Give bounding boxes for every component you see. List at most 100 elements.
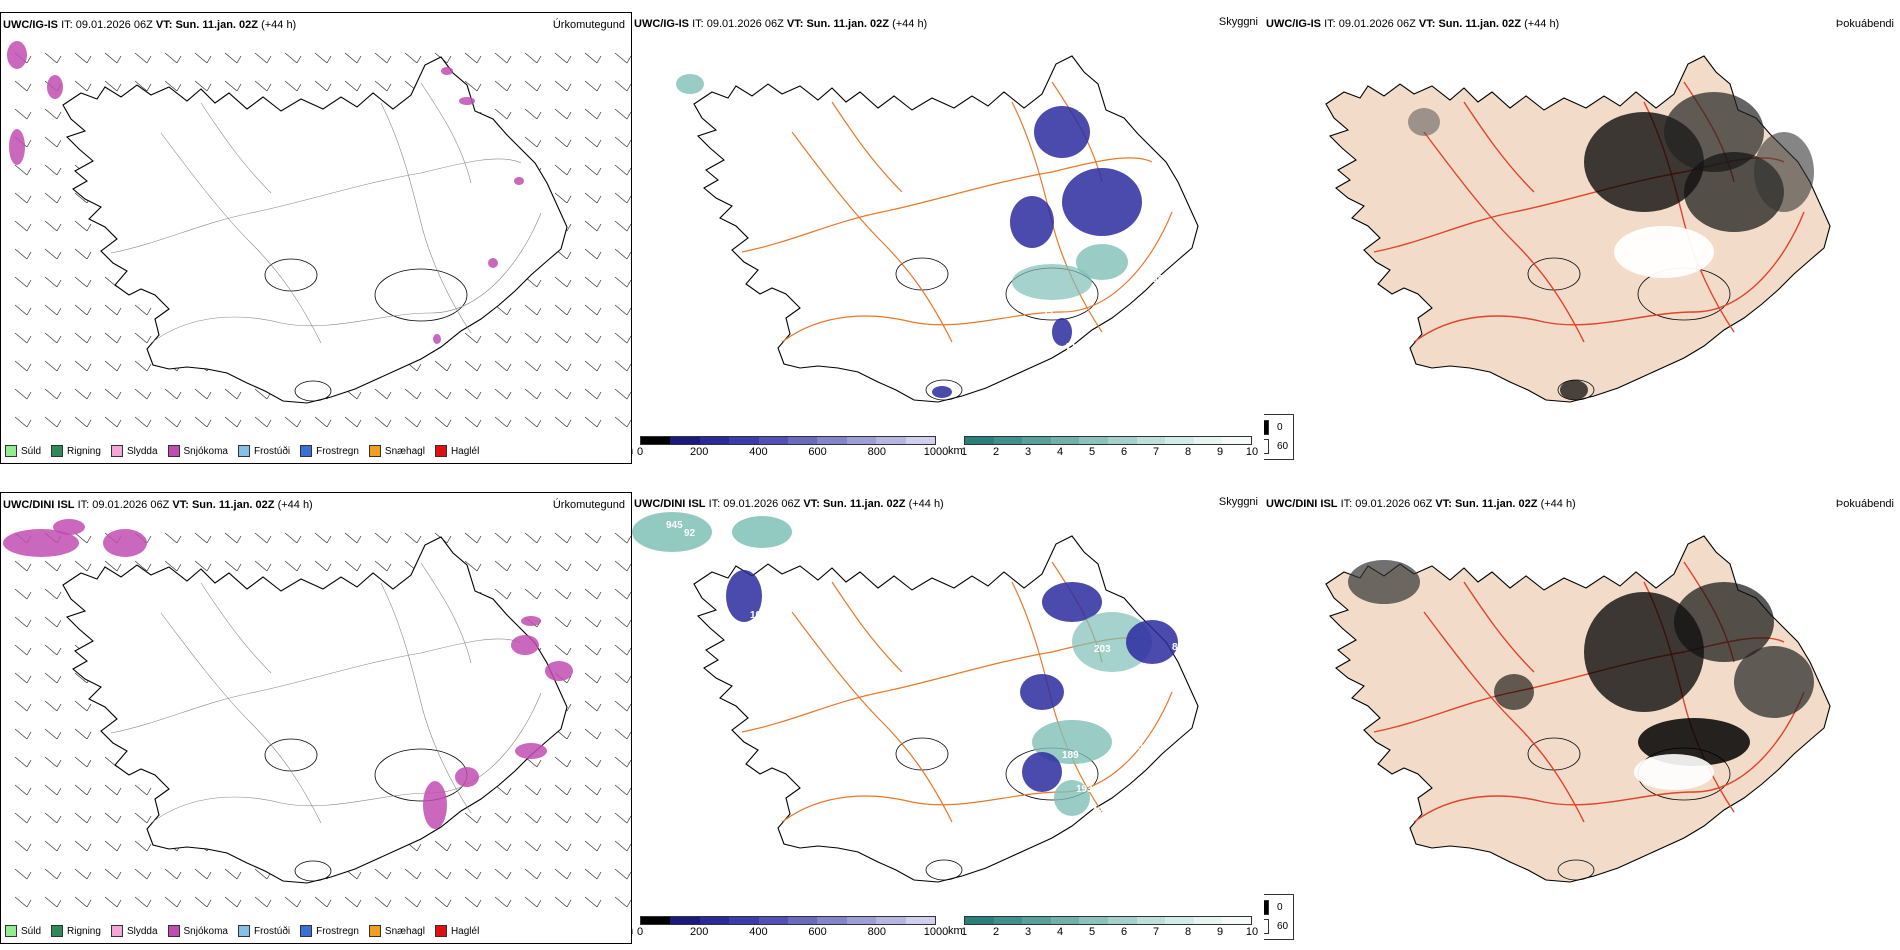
precip-area — [1076, 244, 1128, 280]
wind-barb — [14, 672, 32, 684]
wind-barb — [74, 896, 92, 908]
wind-barb — [584, 388, 602, 400]
precip-area — [459, 97, 475, 105]
precip-legend-item: Súld — [5, 445, 41, 457]
wind-barb — [524, 784, 542, 796]
wind-barb — [554, 332, 572, 344]
precip-legend-item: Slydda — [110, 925, 158, 937]
wind-barb — [314, 560, 332, 572]
colorbar-tick-label: 5 — [1088, 446, 1096, 458]
wind-barb — [284, 52, 302, 64]
wind-barb — [74, 868, 92, 880]
wind-barb — [44, 304, 62, 316]
wind-barb — [164, 896, 182, 908]
wind-barb — [284, 416, 302, 428]
wind-barb — [524, 136, 542, 148]
road-line — [420, 82, 472, 184]
legend-label: Snæhagl — [384, 925, 425, 937]
legend-swatch — [368, 925, 381, 937]
wind-barb — [614, 868, 631, 880]
precip-type-panel-top: UWC/IG-IS IT: 09.01.2026 06Z VT: Sun. 11… — [0, 12, 632, 464]
visibility-value-label: 99 — [1142, 680, 1154, 691]
road-line — [741, 157, 1153, 253]
wind-barb — [494, 896, 512, 908]
legend-label: Slydda — [126, 925, 158, 937]
fog-area — [1348, 560, 1420, 604]
legend-swatch — [51, 445, 64, 457]
precip-area — [515, 743, 547, 759]
wind-barb — [554, 276, 572, 288]
wind-barb — [614, 840, 631, 852]
wind-barb — [464, 532, 482, 544]
colorbar-segment — [1222, 437, 1251, 444]
colorbar-tick-label: 8 — [1184, 926, 1192, 938]
wind-barb — [374, 868, 392, 880]
road-line — [110, 638, 522, 734]
visibility-value-label: 106 — [1114, 136, 1131, 147]
fog-area — [1638, 718, 1750, 766]
wind-barb — [614, 360, 631, 372]
precip-legend-item: Haglél — [434, 445, 479, 457]
colorbar-tick-label: 6 — [1120, 446, 1128, 458]
colorbar-segment — [965, 917, 994, 924]
wind-barb — [584, 588, 602, 600]
wind-barb — [44, 136, 62, 148]
colorbar-tick-label: 9 — [1216, 446, 1224, 458]
legend-swatch — [434, 925, 447, 937]
wind-barb — [404, 868, 422, 880]
wind-barb — [464, 896, 482, 908]
legend-swatch — [237, 925, 250, 937]
wind-barb — [584, 164, 602, 176]
wind-barb — [554, 136, 572, 148]
wind-barb — [554, 532, 572, 544]
wind-barb — [434, 840, 452, 852]
legend-swatch — [167, 925, 180, 937]
legend-swatch — [51, 925, 64, 937]
wind-barb — [404, 896, 422, 908]
legend-swatch — [300, 445, 313, 457]
wind-barb — [584, 332, 602, 344]
wind-barb — [254, 896, 272, 908]
wind-barb — [584, 672, 602, 684]
wind-barb — [134, 388, 152, 400]
colorbar-segment — [641, 917, 671, 924]
legend-swatch — [167, 445, 180, 457]
iceland-coastline — [62, 56, 568, 404]
wind-barb — [104, 52, 122, 64]
colorbar-unit: m — [632, 445, 633, 457]
legend-label: Súld — [21, 925, 42, 937]
wind-barb — [614, 388, 631, 400]
precip-area — [1052, 318, 1072, 346]
wind-barb — [524, 840, 542, 852]
wind-barb — [14, 728, 32, 740]
wind-barb — [104, 360, 122, 372]
colorbar-tick-label: 400 — [749, 926, 768, 938]
wind-barb — [464, 388, 482, 400]
precip-legend: Súld Rigning Slydda Snjókoma Frostúði Frostre… — [5, 445, 479, 457]
precip-legend-item: Rigning — [51, 445, 101, 457]
wind-barb — [554, 108, 572, 120]
colorbar-tick-label: 0 — [636, 446, 644, 458]
wind-barb — [104, 304, 122, 316]
wind-barb — [554, 812, 572, 824]
legend-swatch — [237, 445, 250, 457]
wind-barb — [14, 756, 32, 768]
precip-type-panel-bottom: UWC/DINI ISL IT: 09.01.2026 06Z VT: Sun.… — [0, 492, 632, 944]
wind-barb — [494, 388, 512, 400]
wind-barb — [494, 332, 512, 344]
road-line — [200, 102, 272, 194]
wind-barb — [614, 80, 631, 92]
wind-barb — [374, 52, 392, 64]
wind-barb — [464, 332, 482, 344]
glacier-outline — [925, 379, 963, 401]
visibility-value-label: 42 — [1064, 342, 1076, 353]
precip-legend-item: Rigning — [51, 925, 101, 937]
colorbar-segment — [729, 917, 759, 924]
wind-barb — [584, 108, 602, 120]
colorbar-unit: m — [632, 925, 633, 937]
visibility-value-label: 102 — [1132, 742, 1149, 753]
colorbar-segment — [965, 437, 994, 444]
precip-legend-item: Frostregn — [300, 925, 359, 937]
wind-barb — [584, 560, 602, 572]
legend-label: Rigning — [67, 445, 101, 457]
